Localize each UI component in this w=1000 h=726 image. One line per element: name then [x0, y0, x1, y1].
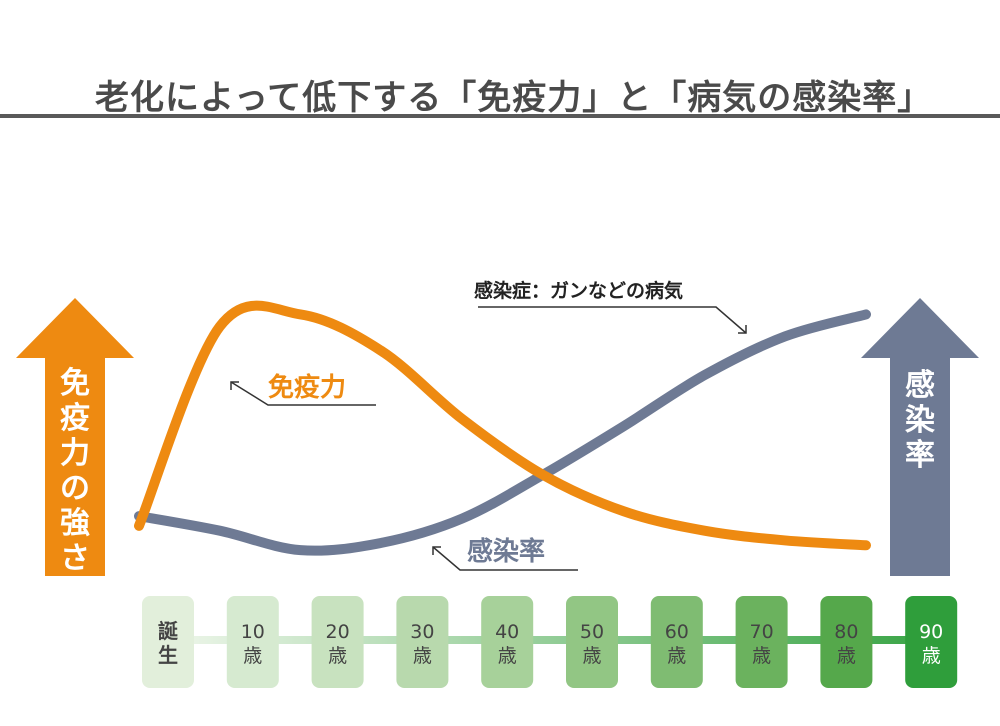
page-title: 老化によって低下する「免疫力」と「病気の感染率」 [95, 78, 933, 118]
age-band [168, 636, 928, 644]
age-tick-label: 歳 [752, 645, 771, 667]
age-tick-box [650, 596, 703, 688]
age-tick-label: 20 [326, 621, 350, 643]
age-tick: 90歳 [905, 596, 958, 688]
disease-callout: 感染症：ガンなどの病気 [474, 279, 747, 334]
disease-annotation: 感染症：ガンなどの病気 [474, 279, 683, 302]
age-tick-box [905, 596, 958, 688]
age-tick-box [481, 596, 534, 688]
immunity-strength-char: の [60, 471, 90, 506]
immunity-strength-char: 免 [60, 366, 90, 401]
age-tick: 70歳 [735, 596, 788, 688]
age-tick: 30歳 [396, 596, 449, 688]
immunity-strength-label: 免疫力の強さ [45, 366, 105, 576]
immunity-callout: 免疫力 [230, 372, 376, 406]
age-tick-label: 40 [495, 621, 519, 643]
age-tick-label: 90 [919, 621, 943, 643]
infection-rate-arrow [861, 298, 979, 576]
immunity-strength-char: 力 [60, 436, 90, 471]
age-tick-box [735, 596, 788, 688]
age-tick-label: 70 [750, 621, 774, 643]
age-tick-box [820, 596, 873, 688]
age-tick-label: 50 [580, 621, 604, 643]
title-divider [0, 114, 1000, 118]
age-tick: 10歳 [226, 596, 279, 688]
infection-rate-char: 率 [905, 438, 935, 473]
age-tick-label: 歳 [498, 645, 517, 667]
age-tick-label: 生 [158, 643, 178, 667]
age-tick-label: 歳 [582, 645, 601, 667]
age-tick-label: 60 [665, 621, 689, 643]
immunity-strength-char: 強 [60, 506, 90, 541]
immunity-strength-arrow [16, 298, 134, 576]
infection-rate-label: 感染率 [890, 368, 950, 473]
age-tick-box [142, 596, 194, 688]
age-tick-label: 誕 [158, 619, 178, 643]
age-tick-box [396, 596, 449, 688]
age-tick: 80歳 [820, 596, 873, 688]
age-tick: 50歳 [566, 596, 618, 688]
age-tick-label: 歳 [413, 645, 432, 667]
immunity-strength-char: さ [60, 541, 90, 576]
age-tick-label: 歳 [837, 645, 856, 667]
infection-rate-curve [134, 309, 871, 556]
age-tick-label: 歳 [922, 645, 941, 667]
infection-rate-char: 染 [905, 403, 935, 438]
age-tick-box [226, 596, 279, 688]
age-tick: 40歳 [481, 596, 534, 688]
age-tick-box [311, 596, 364, 688]
infection-callout: 感染率 [432, 536, 578, 571]
age-tick: 誕生 [142, 596, 194, 688]
age-tick-label: 80 [834, 621, 858, 643]
infection-rate-char: 感 [905, 368, 935, 403]
immunity-strength-char: 疫 [60, 401, 90, 436]
age-tick-label: 30 [410, 621, 434, 643]
immunity-series-label: 免疫力 [268, 372, 346, 403]
immunity-curve [134, 300, 871, 551]
age-tick-label: 10 [241, 621, 265, 643]
age-tick: 20歳 [311, 596, 364, 688]
age-tick-label: 歳 [667, 645, 686, 667]
age-tick: 60歳 [650, 596, 703, 688]
infection-series-label: 感染率 [467, 536, 545, 567]
age-tick-box [566, 596, 618, 688]
age-tick-label: 歳 [243, 645, 262, 667]
age-tick-label: 歳 [328, 645, 347, 667]
